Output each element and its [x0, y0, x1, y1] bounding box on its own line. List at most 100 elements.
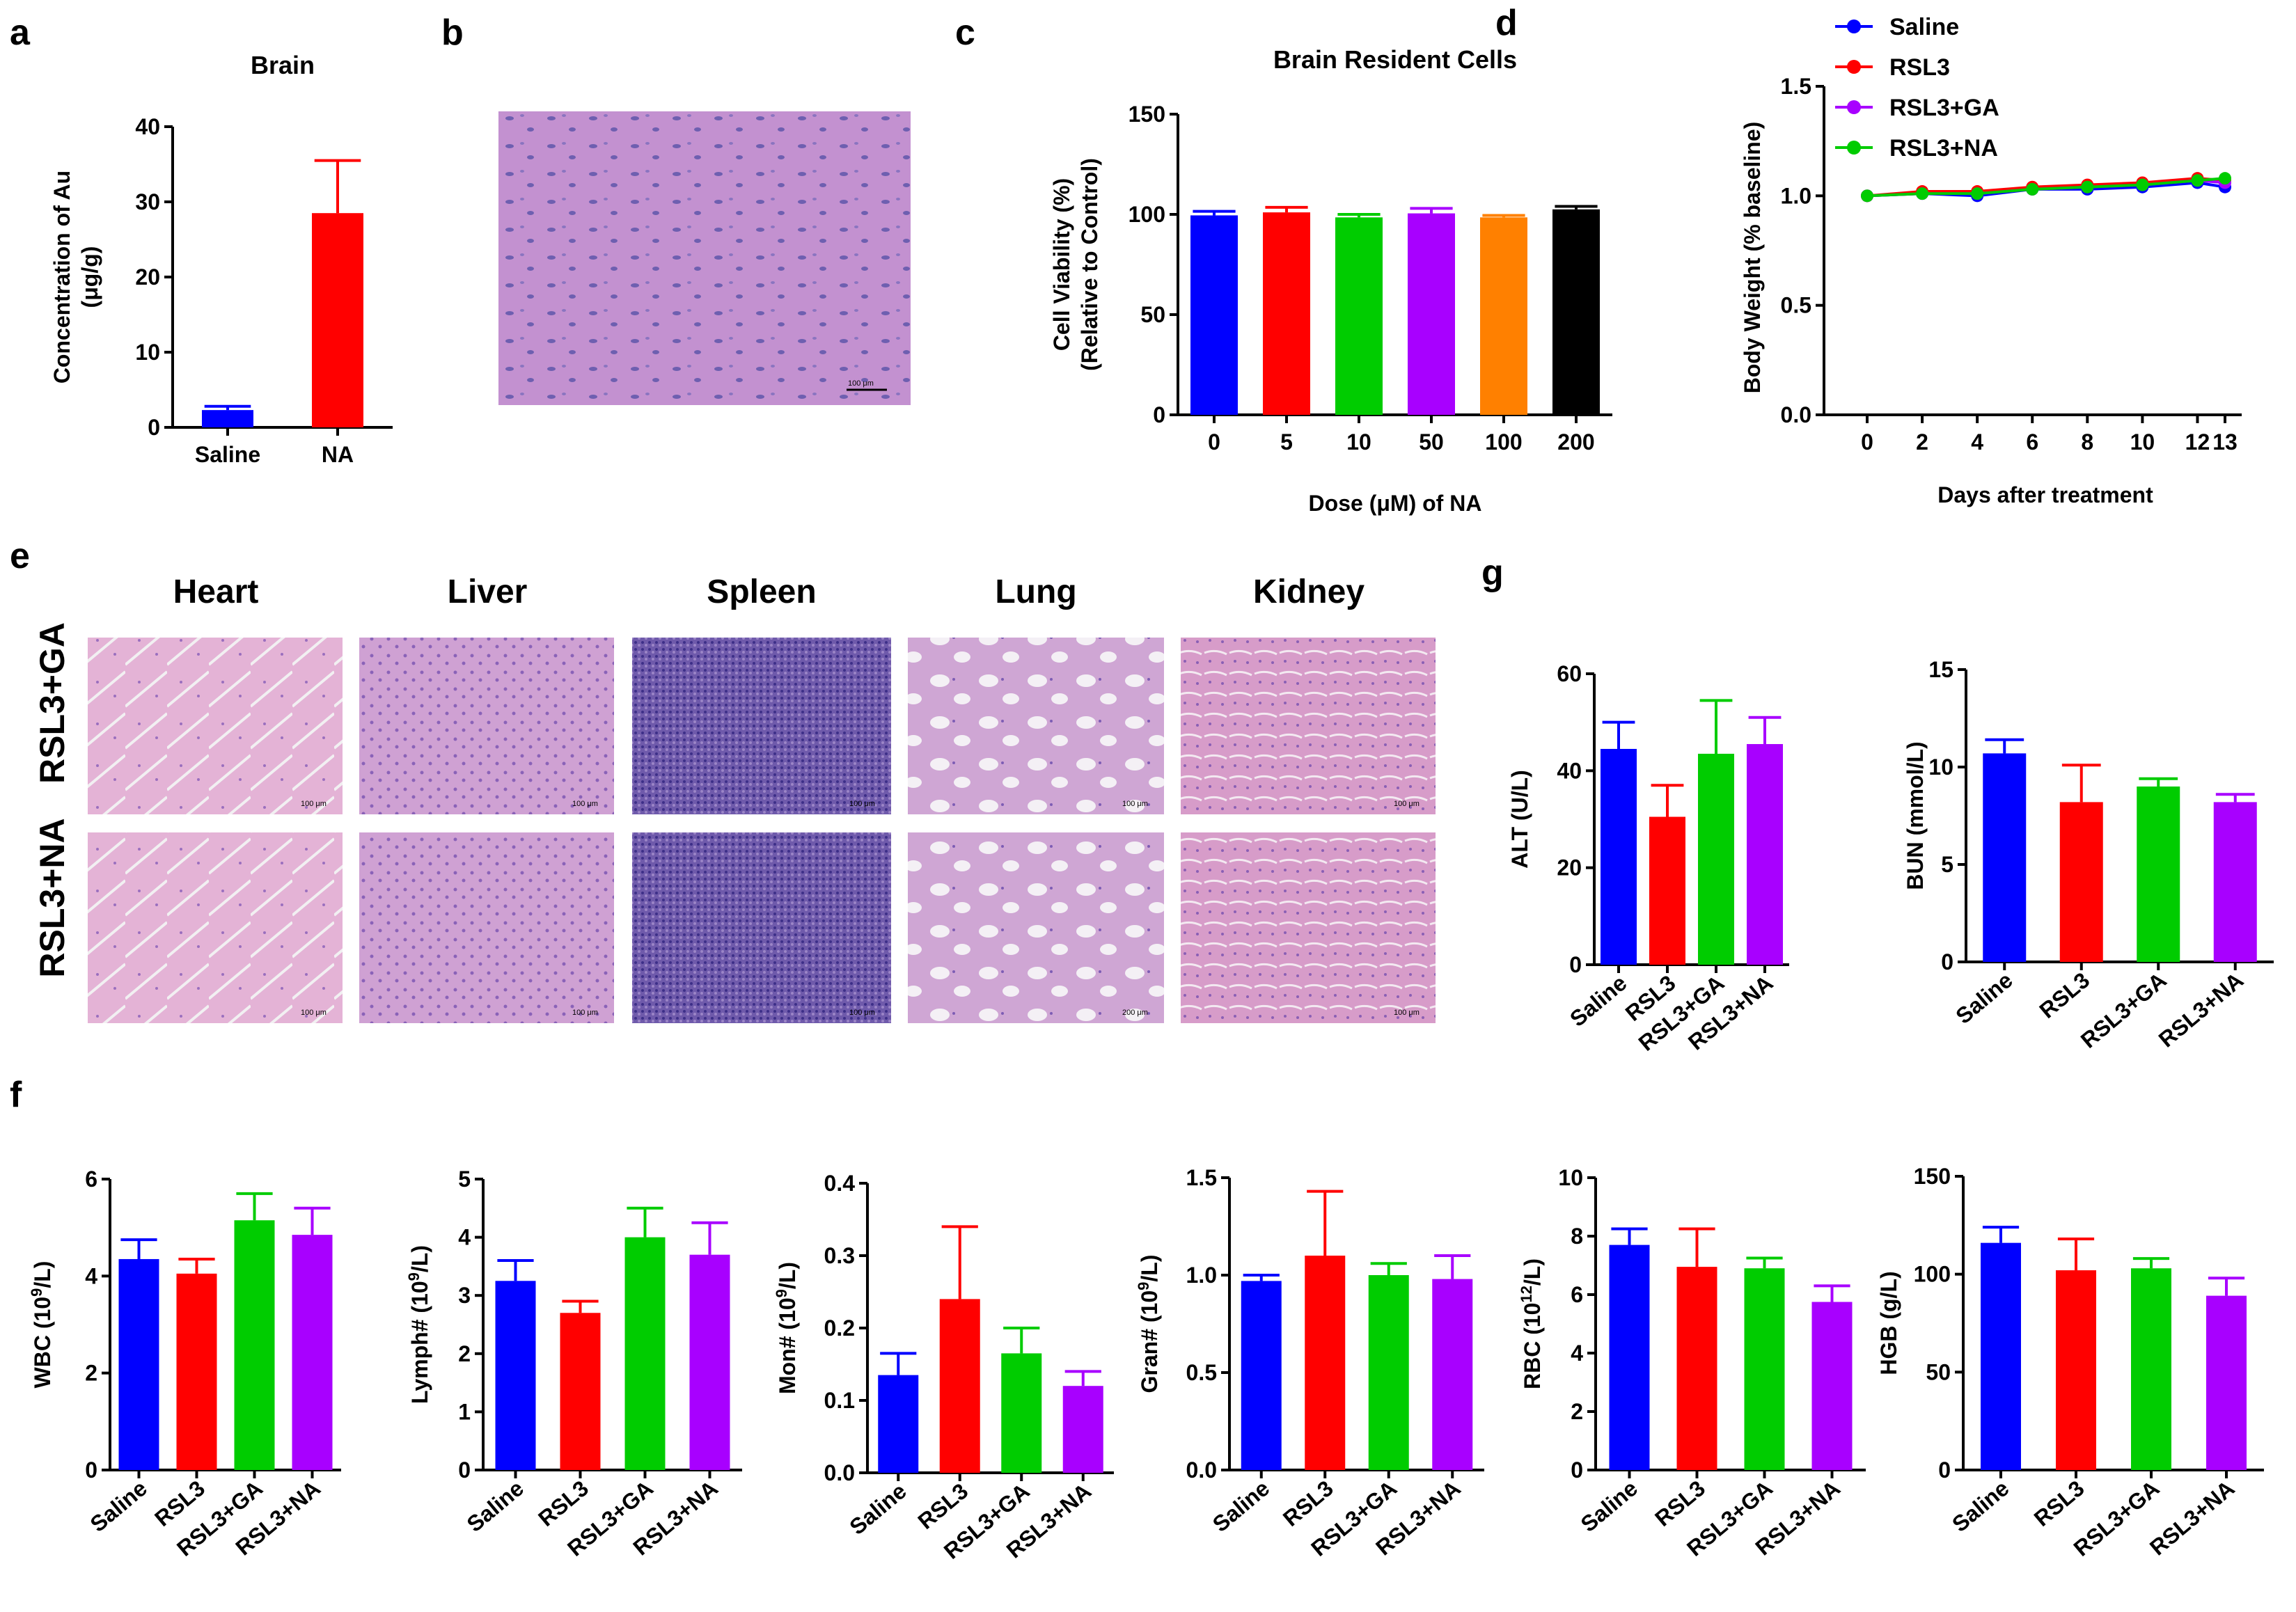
histology-col-heart: Heart — [173, 574, 259, 610]
bar — [689, 1254, 730, 1470]
chart-title: Brain — [251, 51, 315, 79]
chart-cell-viability: 0 50 100 150 0 5 10 50 100 200 Brain Resident Cell… — [1049, 45, 1612, 516]
y-tick-label: 4 — [85, 1263, 97, 1288]
y-axis-label: ALT (U/L) — [1507, 770, 1532, 869]
x-tick-label: 4 — [1971, 429, 1983, 455]
bar — [1698, 753, 1734, 965]
y-tick-label: 100 — [1914, 1262, 1951, 1287]
bar — [1062, 1386, 1103, 1473]
x-tick-label: NA — [322, 442, 354, 467]
x-tick-label: Saline — [1951, 967, 2017, 1029]
bar — [1811, 1302, 1853, 1470]
x-tick-label: 100 — [1485, 429, 1522, 455]
x-tick-label: 10 — [1346, 429, 1371, 455]
histology-col-kidney: Kidney — [1253, 574, 1365, 610]
y-tick-label: 1.5 — [1781, 74, 1811, 99]
x-tick-label: Saline — [1576, 1476, 1642, 1537]
y-axis-label: (μg/g) — [77, 246, 102, 308]
data-point — [1861, 189, 1873, 203]
x-axis-label: Dose (μM) of NA — [1309, 491, 1482, 516]
bar — [118, 1258, 159, 1470]
x-tick-label: RSL3 — [1650, 1476, 1710, 1531]
y-tick-label: 20 — [1557, 855, 1582, 880]
legend-label: Saline — [1889, 14, 1959, 40]
y-tick-label: 150 — [1914, 1164, 1951, 1189]
series-line — [1866, 177, 2226, 198]
x-tick-label: 200 — [1557, 429, 1594, 455]
chart-body-weight: 0.0 0.5 1.0 1.5 0 2 4 6 8 10 12 13 Saline RSL3 RSL3+GA… — [1740, 14, 2242, 507]
data-point — [2026, 182, 2039, 196]
bar — [1368, 1275, 1409, 1470]
bar — [202, 410, 253, 427]
y-tick-label: 6 — [1571, 1282, 1583, 1307]
x-tick-label: Saline — [195, 442, 260, 467]
legend-marker — [1847, 141, 1861, 155]
scale-bar-label: 200 μm — [1122, 1009, 1148, 1017]
y-axis-label: (Relative to Control) — [1077, 158, 1102, 371]
data-point — [2219, 172, 2231, 185]
histology-col-lung: Lung — [995, 574, 1076, 610]
x-tick-label: 6 — [2026, 429, 2038, 455]
y-tick-label: 50 — [1140, 302, 1165, 327]
panel-letter-b: b — [441, 13, 464, 53]
bar — [1241, 1281, 1282, 1470]
y-axis-label: Concentration of Au — [49, 171, 74, 384]
bar — [1001, 1353, 1042, 1473]
bar — [878, 1375, 919, 1473]
micrograph-brain: 100 μm — [498, 111, 911, 405]
y-tick-label: 60 — [1557, 661, 1582, 686]
panel-letter-c: c — [955, 13, 975, 53]
histology-liver-rsl3-na — [359, 832, 614, 1023]
bar — [1480, 217, 1527, 415]
legend-marker — [1847, 100, 1861, 114]
scale-bar-label: 100 μm — [849, 800, 875, 808]
bar — [234, 1220, 275, 1470]
y-tick-label: 3 — [458, 1283, 471, 1308]
y-tick-label: 0 — [458, 1457, 471, 1483]
y-axis-label: HGB (g/L) — [1876, 1271, 1901, 1375]
scale-bar-label: 100 μm — [572, 1009, 598, 1017]
y-tick-label: 2 — [458, 1341, 471, 1366]
bar — [1649, 816, 1685, 965]
x-tick-label: RSL3 — [2034, 967, 2094, 1023]
y-tick-label: 1.0 — [1781, 183, 1811, 208]
x-tick-label: Saline — [1565, 970, 1631, 1032]
y-tick-label: 0.1 — [824, 1388, 855, 1413]
y-tick-label: 0 — [85, 1457, 97, 1483]
x-tick-label: 5 — [1280, 429, 1293, 455]
x-tick-label: Saline — [462, 1476, 528, 1537]
scale-bar-label: 100 μm — [849, 1009, 875, 1017]
y-tick-label: 0.5 — [1781, 293, 1811, 318]
legend-label: RSL3+NA — [1889, 135, 1998, 161]
bar — [1335, 217, 1383, 415]
y-tick-label: 5 — [1941, 852, 1953, 877]
y-tick-label: 2 — [85, 1361, 97, 1386]
histology-lung-rsl3-ga — [908, 638, 1164, 814]
y-tick-label: 0.3 — [824, 1243, 855, 1268]
bar — [1676, 1267, 1717, 1470]
x-tick-label: 0 — [1208, 429, 1220, 455]
bar — [1747, 744, 1783, 965]
y-axis-label: Cell Viability (%) — [1049, 178, 1074, 351]
histology-row-rsl3-ga: RSL3+GA — [33, 622, 72, 784]
y-tick-label: 1.0 — [1186, 1263, 1217, 1288]
y-tick-label: 20 — [135, 264, 160, 290]
y-tick-label: 10 — [135, 340, 160, 365]
y-tick-label: 0.0 — [1781, 402, 1811, 427]
bar — [1432, 1279, 1473, 1470]
bar — [1983, 753, 2027, 962]
bar — [292, 1235, 333, 1470]
legend-marker — [1847, 19, 1861, 33]
y-tick-label: 15 — [1928, 657, 1953, 682]
legend-label: RSL3+GA — [1889, 95, 1999, 121]
x-tick-label: RSL3+NA — [2145, 1476, 2240, 1560]
x-tick-label: 10 — [2130, 429, 2155, 455]
bar — [2206, 1295, 2247, 1470]
y-axis-label: Gran# (109/L) — [1135, 1255, 1163, 1393]
x-tick-label: 8 — [2081, 429, 2093, 455]
legend-label: RSL3 — [1889, 54, 1950, 81]
